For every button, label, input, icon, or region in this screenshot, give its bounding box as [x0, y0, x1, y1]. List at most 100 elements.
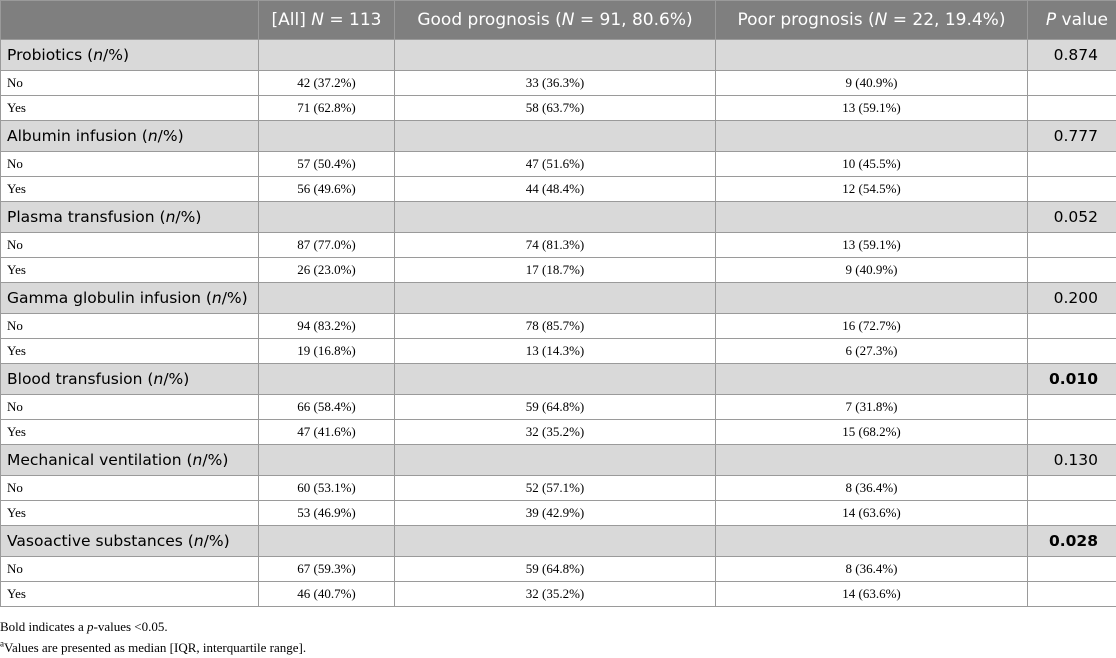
group-unit: n [153, 370, 163, 388]
cell-p-empty [1028, 501, 1116, 526]
cell-all: 66 (58.4%) [259, 395, 395, 420]
group-empty-good [395, 364, 716, 395]
group-name: Albumin infusion [7, 127, 137, 145]
group-suffix: /%) [202, 451, 228, 469]
row-label: No [1, 71, 259, 96]
group-label: Mechanical ventilation (n/%) [1, 445, 259, 476]
group-label: Vasoactive substances (n/%) [1, 526, 259, 557]
group-suffix: /%) [175, 208, 201, 226]
cell-good: 52 (57.1%) [395, 476, 716, 501]
header-p-italic: P [1046, 10, 1056, 30]
group-empty-poor [716, 364, 1028, 395]
header-p-post: value [1056, 10, 1108, 30]
p-value: 0.010 [1028, 364, 1116, 395]
note-bold: Bold indicates a p-values <0.05. [0, 616, 306, 637]
cell-p-empty [1028, 339, 1116, 364]
group-row: Probiotics (n/%)0.874 [1, 40, 1116, 71]
header-good-prognosis: Good prognosis (N = 91, 80.6%) [395, 1, 716, 40]
cell-p-empty [1028, 420, 1116, 445]
cell-good: 32 (35.2%) [395, 582, 716, 607]
cell-poor: 16 (72.7%) [716, 314, 1028, 339]
group-empty-all [259, 40, 395, 71]
cell-p-empty [1028, 314, 1116, 339]
p-value: 0.200 [1028, 283, 1116, 314]
header-good-post: = 91, 80.6%) [575, 10, 693, 30]
header-p-value: P value [1028, 1, 1116, 40]
group-empty-poor [716, 526, 1028, 557]
cell-good: 59 (64.8%) [395, 395, 716, 420]
cell-good: 13 (14.3%) [395, 339, 716, 364]
cell-p-empty [1028, 152, 1116, 177]
group-empty-all [259, 121, 395, 152]
cell-all: 57 (50.4%) [259, 152, 395, 177]
cell-p-empty [1028, 476, 1116, 501]
group-empty-all [259, 526, 395, 557]
group-empty-all [259, 364, 395, 395]
cell-all: 53 (46.9%) [259, 501, 395, 526]
cell-p-empty [1028, 177, 1116, 202]
group-unit: n [148, 127, 158, 145]
row-label: No [1, 233, 259, 258]
row-label: No [1, 395, 259, 420]
group-empty-all [259, 283, 395, 314]
group-empty-good [395, 202, 716, 233]
cell-poor: 15 (68.2%) [716, 420, 1028, 445]
cell-poor: 13 (59.1%) [716, 233, 1028, 258]
group-empty-good [395, 121, 716, 152]
cell-p-empty [1028, 557, 1116, 582]
cell-poor: 10 (45.5%) [716, 152, 1028, 177]
group-row: Vasoactive substances (n/%)0.028 [1, 526, 1116, 557]
cell-all: 60 (53.1%) [259, 476, 395, 501]
group-name: Plasma transfusion [7, 208, 155, 226]
header-poor-pre: Poor prognosis ( [738, 10, 875, 30]
row-label: Yes [1, 96, 259, 121]
group-unit: n [212, 289, 222, 307]
group-suffix: /%) [222, 289, 248, 307]
p-value: 0.130 [1028, 445, 1116, 476]
header-all-pre: [All] [272, 10, 312, 30]
cell-all: 19 (16.8%) [259, 339, 395, 364]
cell-good: 39 (42.9%) [395, 501, 716, 526]
row-label: Yes [1, 339, 259, 364]
cell-good: 44 (48.4%) [395, 177, 716, 202]
note-values: aValues are presented as median [IQR, in… [0, 637, 306, 658]
header-all: [All] N = 113 [259, 1, 395, 40]
group-label: Probiotics (n/%) [1, 40, 259, 71]
group-empty-poor [716, 121, 1028, 152]
cell-poor: 12 (54.5%) [716, 177, 1028, 202]
header-row: [All] N = 113 Good prognosis (N = 91, 80… [1, 1, 1116, 40]
cell-poor: 9 (40.9%) [716, 71, 1028, 96]
group-label: Gamma globulin infusion (n/%) [1, 283, 259, 314]
group-empty-poor [716, 445, 1028, 476]
group-empty-good [395, 526, 716, 557]
header-all-n: N [311, 10, 324, 30]
group-suffix: /%) [204, 532, 230, 550]
cell-p-empty [1028, 582, 1116, 607]
cell-all: 87 (77.0%) [259, 233, 395, 258]
group-row: Plasma transfusion (n/%)0.052 [1, 202, 1116, 233]
group-unit: n [93, 46, 103, 64]
cell-poor: 8 (36.4%) [716, 476, 1028, 501]
cell-all: 42 (37.2%) [259, 71, 395, 96]
cell-good: 74 (81.3%) [395, 233, 716, 258]
cell-p-empty [1028, 258, 1116, 283]
row-label: No [1, 476, 259, 501]
group-suffix: /%) [103, 46, 129, 64]
row-label: Yes [1, 582, 259, 607]
header-variable [1, 1, 259, 40]
cell-all: 46 (40.7%) [259, 582, 395, 607]
group-empty-all [259, 445, 395, 476]
group-name: Probiotics [7, 46, 82, 64]
group-name: Blood transfusion [7, 370, 143, 388]
cell-all: 94 (83.2%) [259, 314, 395, 339]
